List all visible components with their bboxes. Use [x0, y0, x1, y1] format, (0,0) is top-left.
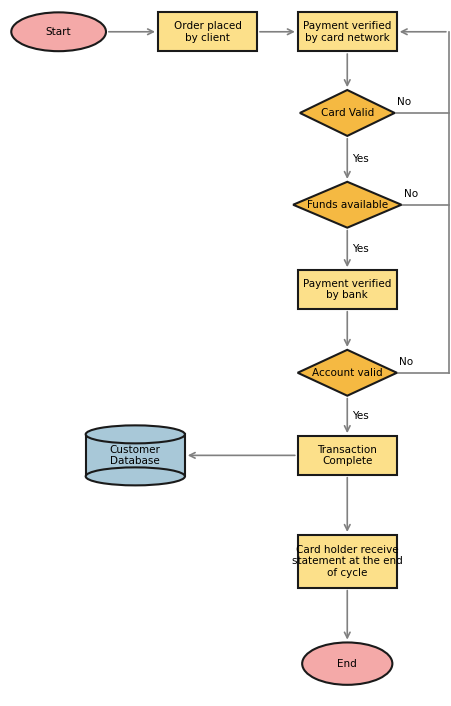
Ellipse shape: [86, 425, 185, 443]
Text: No: No: [397, 97, 411, 107]
FancyBboxPatch shape: [86, 434, 185, 477]
Text: Yes: Yes: [352, 154, 368, 164]
Ellipse shape: [11, 12, 106, 51]
Text: Payment verified
by card network: Payment verified by card network: [303, 21, 391, 42]
Text: Transaction
Complete: Transaction Complete: [318, 445, 377, 466]
Text: Account valid: Account valid: [312, 368, 382, 378]
Text: Order placed
by client: Order placed by client: [174, 21, 241, 42]
Text: Start: Start: [46, 27, 71, 37]
FancyBboxPatch shape: [298, 535, 397, 587]
Polygon shape: [298, 350, 397, 395]
Text: Yes: Yes: [352, 244, 368, 254]
Text: End: End: [337, 659, 357, 669]
Polygon shape: [300, 90, 395, 136]
Text: No: No: [399, 357, 413, 367]
Text: Card Valid: Card Valid: [321, 108, 374, 118]
Ellipse shape: [86, 467, 185, 486]
Ellipse shape: [302, 642, 392, 685]
FancyBboxPatch shape: [298, 12, 397, 52]
FancyBboxPatch shape: [158, 12, 257, 52]
Text: Card holder receive
statement at the end
of cycle: Card holder receive statement at the end…: [292, 544, 403, 578]
Polygon shape: [293, 182, 401, 227]
FancyBboxPatch shape: [298, 270, 397, 309]
Text: No: No: [404, 189, 418, 199]
Text: Yes: Yes: [352, 411, 368, 421]
Text: Funds available: Funds available: [307, 200, 388, 210]
Text: Payment verified
by bank: Payment verified by bank: [303, 279, 391, 300]
FancyBboxPatch shape: [298, 436, 397, 475]
Text: Customer
Database: Customer Database: [110, 445, 161, 466]
